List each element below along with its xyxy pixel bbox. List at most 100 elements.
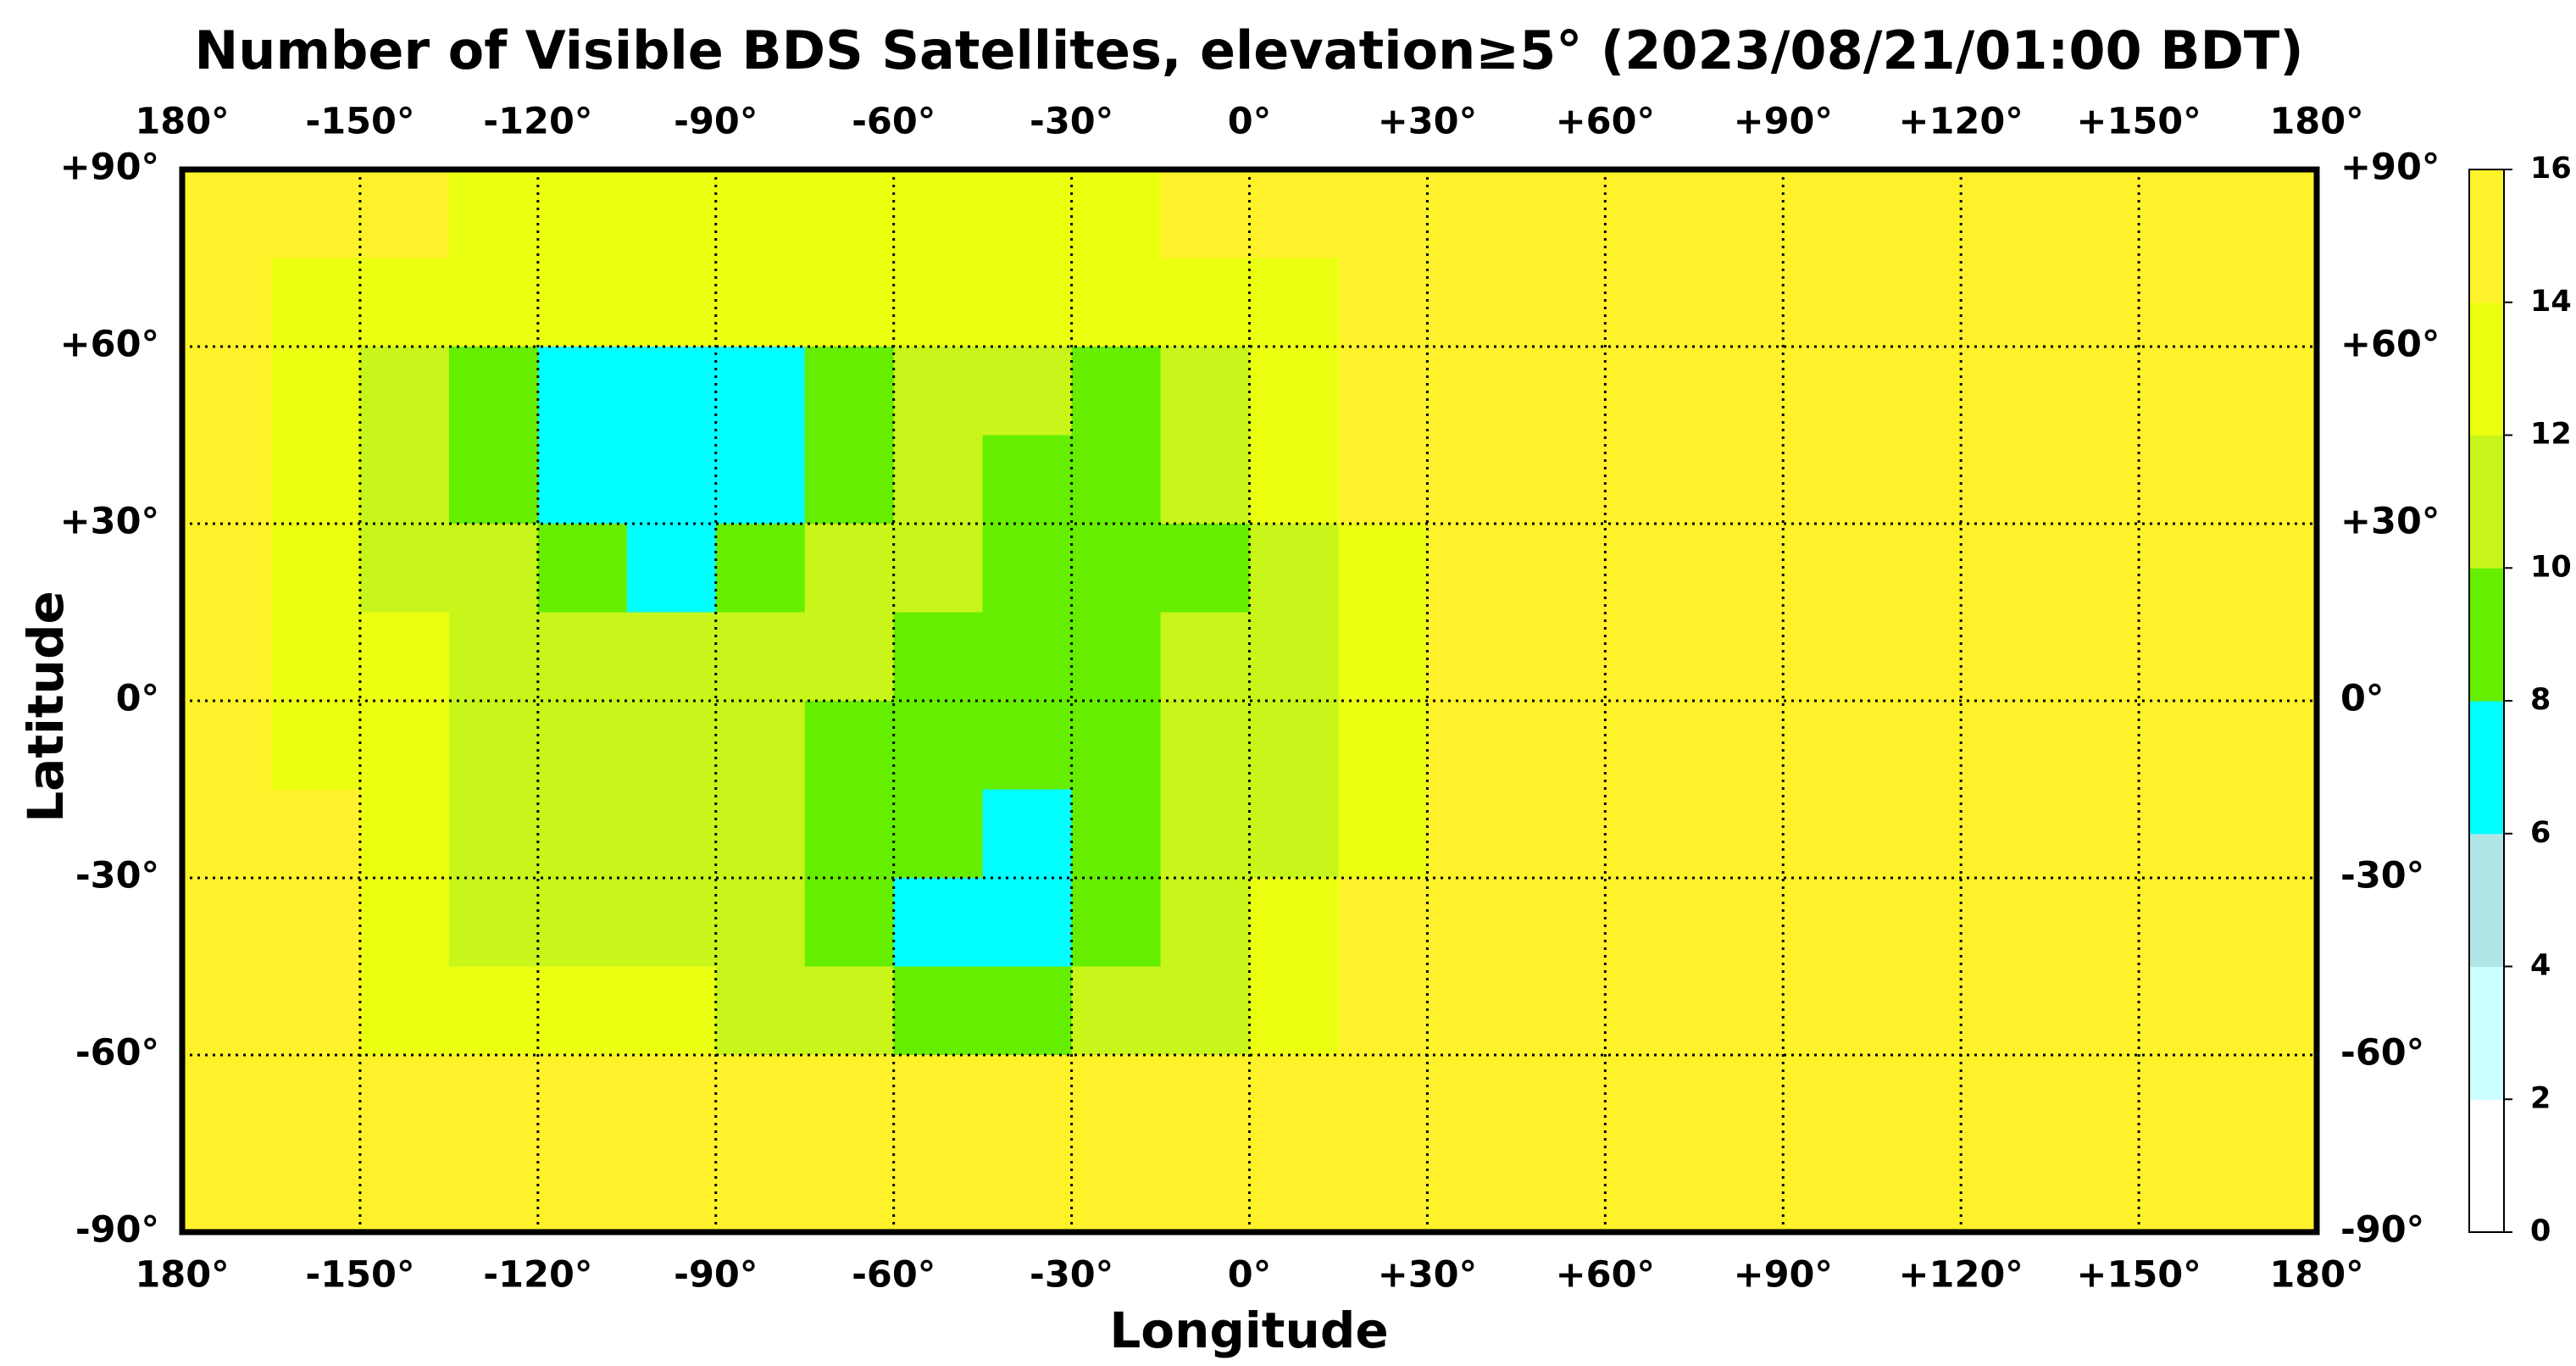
- x-tick-label: -120°: [483, 101, 592, 143]
- cell: [1249, 878, 1340, 968]
- cell: [1427, 524, 1517, 614]
- cell: [1783, 258, 1873, 347]
- cell: [1516, 1143, 1606, 1233]
- cell: [2050, 347, 2140, 436]
- y-tick-label: 0°: [2340, 678, 2384, 720]
- cell: [182, 701, 272, 791]
- cell: [359, 347, 450, 436]
- cell: [270, 789, 361, 879]
- cell: [2050, 258, 2140, 347]
- cell: [2139, 169, 2229, 259]
- cell: [1694, 878, 1784, 968]
- cell: [2139, 966, 2229, 1056]
- cell: [2228, 1055, 2318, 1145]
- cell: [626, 258, 717, 347]
- cell: [1427, 258, 1517, 347]
- cell: [1427, 701, 1517, 791]
- cell: [626, 347, 717, 436]
- cell: [1783, 701, 1873, 791]
- cell: [1516, 347, 1606, 436]
- cell: [893, 258, 984, 347]
- cell: [1338, 966, 1429, 1056]
- cell: [448, 789, 539, 879]
- cell: [448, 701, 539, 791]
- cell: [1516, 169, 1606, 259]
- x-tick-label: 180°: [135, 1254, 229, 1297]
- cell: [537, 524, 628, 614]
- colorbar-segment: [2469, 169, 2504, 303]
- cell: [1783, 612, 1873, 702]
- y-tick-label: -90°: [75, 1209, 159, 1252]
- cell: [2228, 612, 2318, 702]
- cell: [2228, 966, 2318, 1056]
- cell: [804, 878, 895, 968]
- cell: [1961, 701, 2051, 791]
- cell: [448, 258, 539, 347]
- cell: [2050, 169, 2140, 259]
- cell: [1160, 435, 1251, 525]
- colorbar-segment: [2469, 568, 2504, 702]
- cell: [1427, 169, 1517, 259]
- cell: [448, 435, 539, 525]
- cell: [715, 435, 806, 525]
- cell: [359, 435, 450, 525]
- cell: [448, 169, 539, 259]
- cell: [1783, 347, 1873, 436]
- y-tick-label: -60°: [2340, 1032, 2424, 1074]
- cell: [1605, 435, 1695, 525]
- cell: [1249, 435, 1340, 525]
- cell: [1872, 1143, 1962, 1233]
- cell: [1605, 169, 1695, 259]
- cell: [1516, 1055, 1606, 1145]
- y-tick-label: -30°: [75, 855, 159, 897]
- cell: [893, 1055, 984, 1145]
- cell: [359, 524, 450, 614]
- cell: [1961, 524, 2051, 614]
- cell: [1694, 169, 1784, 259]
- cell: [2050, 1055, 2140, 1145]
- cell: [270, 612, 361, 702]
- cell: [2228, 878, 2318, 968]
- x-tick-label: +150°: [2076, 1254, 2201, 1297]
- y-axis-label: Latitude: [17, 591, 75, 823]
- cell: [2139, 524, 2229, 614]
- cell: [1783, 169, 1873, 259]
- cell: [1872, 966, 1962, 1056]
- x-tick-label: 180°: [2269, 101, 2363, 143]
- cell: [1694, 701, 1784, 791]
- cell: [715, 258, 806, 347]
- cell: [1961, 1143, 2051, 1233]
- cell: [982, 612, 1073, 702]
- cell: [1071, 612, 1162, 702]
- cell: [1694, 1055, 1784, 1145]
- cell: [1338, 1143, 1429, 1233]
- cell: [893, 966, 984, 1056]
- cell: [1694, 1143, 1784, 1233]
- cell: [982, 169, 1073, 259]
- cell: [1605, 1055, 1695, 1145]
- cell: [715, 701, 806, 791]
- cell: [1516, 878, 1606, 968]
- cell: [715, 347, 806, 436]
- cell: [893, 347, 984, 436]
- cell: [2139, 435, 2229, 525]
- x-tick-label: +150°: [2076, 101, 2201, 143]
- cell: [359, 789, 450, 879]
- cell: [1516, 524, 1606, 614]
- cell: [1872, 789, 1962, 879]
- cell: [1249, 1143, 1340, 1233]
- cell: [2050, 612, 2140, 702]
- y-tick-label: +30°: [60, 501, 159, 543]
- colorbar-tick-label: 2: [2530, 1081, 2551, 1115]
- cell: [804, 435, 895, 525]
- cell: [1338, 258, 1429, 347]
- cell: [1605, 524, 1695, 614]
- cell: [1160, 966, 1251, 1056]
- cell: [1694, 347, 1784, 436]
- cell: [182, 612, 272, 702]
- cell: [359, 1143, 450, 1233]
- x-tick-label: -120°: [483, 1254, 592, 1297]
- cell: [1071, 1143, 1162, 1233]
- cell: [626, 701, 717, 791]
- cell: [448, 347, 539, 436]
